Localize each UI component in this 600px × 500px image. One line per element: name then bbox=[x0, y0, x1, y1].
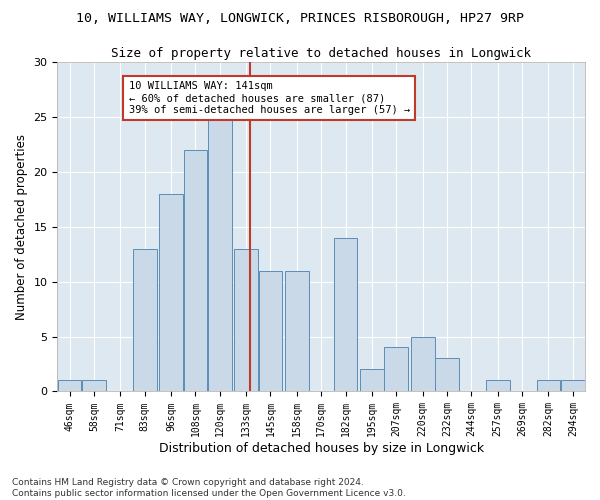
Bar bbox=[334, 238, 358, 392]
Y-axis label: Number of detached properties: Number of detached properties bbox=[15, 134, 28, 320]
Bar bbox=[561, 380, 584, 392]
Text: Contains HM Land Registry data © Crown copyright and database right 2024.
Contai: Contains HM Land Registry data © Crown c… bbox=[12, 478, 406, 498]
Text: 10, WILLIAMS WAY, LONGWICK, PRINCES RISBOROUGH, HP27 9RP: 10, WILLIAMS WAY, LONGWICK, PRINCES RISB… bbox=[76, 12, 524, 26]
Bar bbox=[58, 380, 82, 392]
Bar bbox=[159, 194, 183, 392]
Bar bbox=[285, 270, 309, 392]
Bar bbox=[435, 358, 459, 392]
Bar bbox=[486, 380, 509, 392]
Text: 10 WILLIAMS WAY: 141sqm
← 60% of detached houses are smaller (87)
39% of semi-de: 10 WILLIAMS WAY: 141sqm ← 60% of detache… bbox=[128, 82, 410, 114]
Bar bbox=[536, 380, 560, 392]
Title: Size of property relative to detached houses in Longwick: Size of property relative to detached ho… bbox=[111, 48, 531, 60]
Bar bbox=[133, 248, 157, 392]
Bar bbox=[411, 336, 434, 392]
Bar bbox=[208, 116, 232, 392]
X-axis label: Distribution of detached houses by size in Longwick: Distribution of detached houses by size … bbox=[158, 442, 484, 455]
Bar bbox=[184, 150, 207, 392]
Bar bbox=[385, 348, 408, 392]
Bar bbox=[360, 370, 384, 392]
Bar bbox=[82, 380, 106, 392]
Bar bbox=[259, 270, 283, 392]
Bar bbox=[234, 248, 258, 392]
